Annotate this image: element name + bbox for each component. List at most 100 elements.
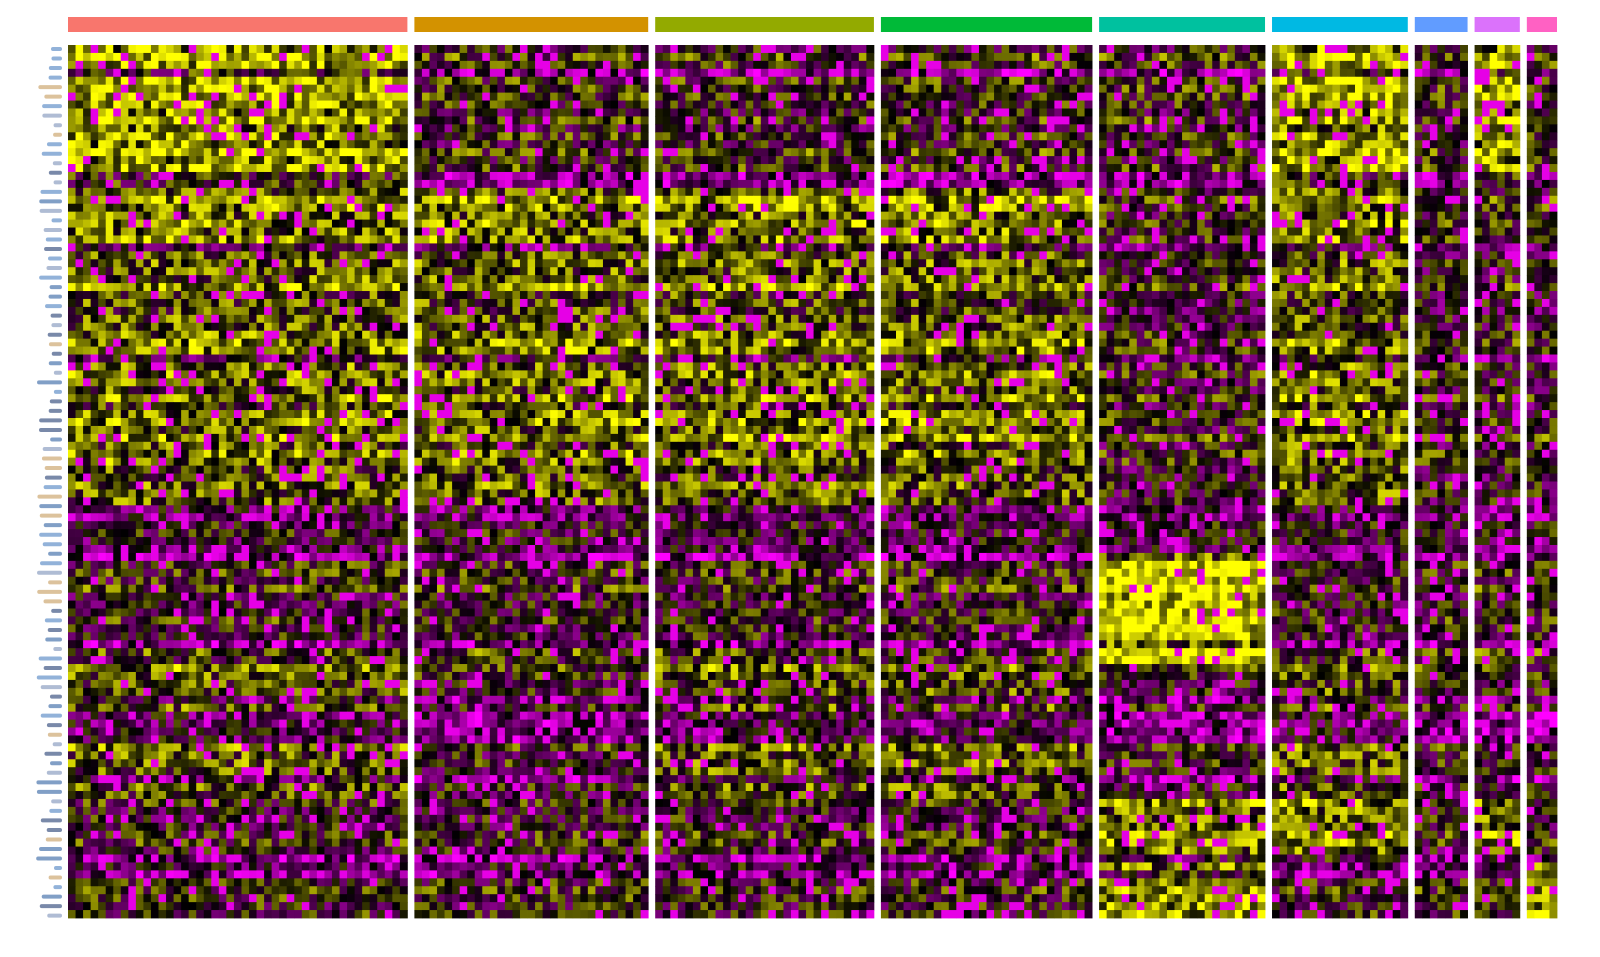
heatmap-cell <box>287 85 295 93</box>
heatmap-cell <box>324 235 332 243</box>
heatmap-cell <box>294 196 302 204</box>
heatmap-cell <box>332 140 340 148</box>
heatmap-cell <box>400 196 408 204</box>
heatmap-cell <box>113 108 121 116</box>
heatmap-cell <box>189 450 197 458</box>
heatmap-cell <box>174 61 182 69</box>
heatmap-cell <box>196 347 204 355</box>
heatmap-cell <box>159 386 167 394</box>
heatmap-cell <box>241 235 249 243</box>
heatmap-cell <box>83 458 91 466</box>
heatmap-cell <box>279 370 287 378</box>
heatmap-cell <box>279 355 287 363</box>
heatmap-cell <box>226 291 234 299</box>
heatmap-cell <box>106 77 114 85</box>
heatmap-cell <box>143 370 151 378</box>
heatmap-cell <box>83 307 91 315</box>
heatmap-cell <box>204 124 212 132</box>
heatmap-cell <box>219 347 227 355</box>
heatmap-cell <box>257 220 265 228</box>
heatmap-cell <box>226 243 234 251</box>
heatmap-cell <box>113 434 121 442</box>
heatmap-cell <box>317 410 325 418</box>
heatmap-cell <box>370 362 378 370</box>
heatmap-cell <box>151 410 159 418</box>
heatmap-cell <box>121 124 129 132</box>
heatmap-cell <box>121 45 129 53</box>
heatmap-cell <box>385 116 393 124</box>
heatmap-cell <box>136 108 144 116</box>
heatmap-cell <box>340 347 348 355</box>
heatmap-cell <box>241 283 249 291</box>
heatmap-cell <box>174 101 182 109</box>
heatmap-cell <box>106 299 114 307</box>
heatmap-cell <box>211 140 219 148</box>
heatmap-cell <box>324 180 332 188</box>
heatmap-cell <box>181 386 189 394</box>
heatmap-cell <box>400 315 408 323</box>
heatmap-cell <box>309 251 317 259</box>
heatmap-cell <box>204 220 212 228</box>
heatmap-cell <box>181 347 189 355</box>
heatmap-cell <box>181 124 189 132</box>
heatmap-cell <box>143 188 151 196</box>
heatmap-cell <box>204 362 212 370</box>
heatmap-cell <box>234 204 242 212</box>
heatmap-cell <box>392 418 400 426</box>
heatmap-cell <box>294 85 302 93</box>
heatmap-cell <box>392 450 400 458</box>
heatmap-cell <box>219 140 227 148</box>
heatmap-cell <box>257 132 265 140</box>
heatmap-cell <box>279 212 287 220</box>
heatmap-cell <box>272 196 280 204</box>
heatmap-cell <box>355 140 363 148</box>
heatmap-cell <box>332 291 340 299</box>
heatmap-cell <box>166 132 174 140</box>
heatmap-cell <box>106 434 114 442</box>
heatmap-cell <box>219 101 227 109</box>
heatmap-cell <box>166 148 174 156</box>
heatmap-cell <box>106 259 114 267</box>
heatmap-cell <box>272 267 280 275</box>
heatmap-cell <box>392 386 400 394</box>
heatmap-cell <box>128 458 136 466</box>
heatmap-cell <box>91 339 99 347</box>
heatmap-cell <box>309 243 317 251</box>
heatmap-cell <box>264 394 272 402</box>
heatmap-cell <box>362 124 370 132</box>
heatmap-cell <box>324 394 332 402</box>
heatmap-cell <box>355 339 363 347</box>
heatmap-cell <box>377 204 385 212</box>
heatmap-cell <box>121 410 129 418</box>
heatmap-cell <box>279 402 287 410</box>
heatmap-cell <box>68 108 76 116</box>
heatmap-cell <box>128 251 136 259</box>
heatmap-cell <box>234 426 242 434</box>
heatmap-cell <box>226 188 234 196</box>
heatmap-cell <box>98 291 106 299</box>
heatmap-cell <box>294 267 302 275</box>
heatmap-cell <box>166 339 174 347</box>
heatmap-cell <box>83 108 91 116</box>
heatmap-cell <box>113 85 121 93</box>
heatmap-cell <box>332 378 340 386</box>
heatmap-cell <box>317 180 325 188</box>
heatmap-cell <box>83 196 91 204</box>
heatmap-cell <box>189 148 197 156</box>
heatmap-cell <box>287 251 295 259</box>
heatmap-cell <box>385 458 393 466</box>
heatmap-cell <box>272 77 280 85</box>
heatmap-cell <box>241 251 249 259</box>
heatmap-cell <box>377 442 385 450</box>
heatmap-cell <box>83 188 91 196</box>
heatmap-cell <box>392 283 400 291</box>
heatmap-cell <box>91 148 99 156</box>
heatmap-cell <box>196 315 204 323</box>
heatmap-cell <box>385 140 393 148</box>
heatmap-cell <box>76 299 84 307</box>
heatmap-cell <box>385 370 393 378</box>
heatmap-cell <box>317 204 325 212</box>
heatmap-cell <box>302 394 310 402</box>
heatmap-cell <box>98 450 106 458</box>
heatmap-cell <box>249 45 257 53</box>
